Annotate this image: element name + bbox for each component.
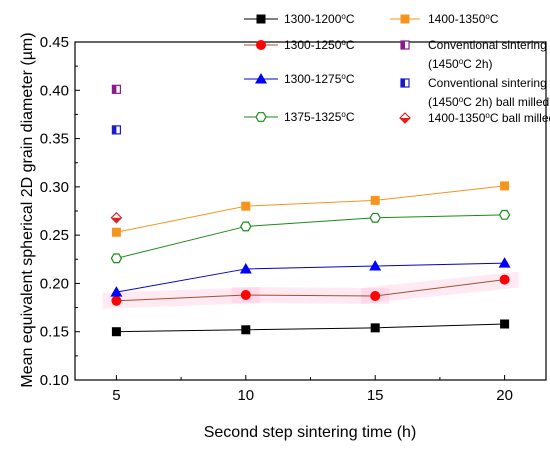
legend-label: 1300-1250oC (284, 38, 355, 53)
data-point (240, 221, 252, 232)
legend-swatch-marker (255, 73, 267, 84)
x-tick-label: 15 (367, 387, 384, 404)
series-line (116, 262, 505, 293)
legend-label: 1400-1350oC (428, 12, 499, 27)
y-axis-title: Mean equivalent spherical 2D grain diame… (19, 32, 36, 387)
data-point (110, 286, 123, 297)
axes: 0.10 0.15 0.20 0.25 0.30 0.35 0.40 0.45 5 10 15 20 (40, 34, 547, 404)
data-point (499, 274, 510, 285)
y-tick-label: 0.10 (40, 372, 69, 389)
data-point (498, 257, 511, 268)
x-tick-label: 10 (237, 387, 254, 404)
legend-swatch-marker (256, 40, 266, 50)
series-line (116, 214, 505, 259)
legend-label: (1450oC 2h) ball milled (428, 95, 549, 110)
single-data-point (111, 125, 122, 135)
data-point (370, 323, 380, 333)
series-layer (110, 181, 511, 337)
data-point (111, 295, 122, 306)
legend-label: 1400-1350oC ball milled (428, 111, 550, 126)
legend-swatch-marker (400, 78, 410, 88)
data-point (500, 319, 510, 329)
y-tick-label: 0.30 (40, 179, 69, 196)
data-point (110, 253, 123, 264)
x-tick-label: 5 (112, 387, 120, 404)
x-tick-label: 20 (496, 387, 513, 404)
data-point (239, 262, 252, 274)
data-point (370, 195, 380, 205)
single-data-point (111, 84, 122, 94)
y-tick-label: 0.35 (40, 131, 69, 148)
legend-label: 1300-1275oC (284, 72, 355, 87)
data-point (111, 327, 121, 337)
legend-label: Conventional sintering (428, 38, 547, 52)
data-point (240, 290, 251, 301)
legend-swatch-marker (399, 112, 411, 124)
single-data-point (110, 211, 123, 224)
legend-label: 1375-1325oC (284, 110, 355, 125)
legend-label: (1450oC 2h) (428, 57, 493, 72)
data-point (370, 290, 381, 301)
series-line (116, 323, 505, 333)
data-point (241, 201, 251, 211)
data-point (241, 325, 251, 335)
y-tick-label: 0.45 (40, 34, 69, 51)
data-point (500, 181, 510, 191)
legend-label: Conventional sintering (428, 76, 547, 90)
series-line (116, 185, 505, 233)
legend-swatch-marker (256, 14, 266, 24)
legend-label: 1300-1200oC (284, 12, 355, 27)
series-line (116, 279, 505, 302)
data-point (111, 227, 121, 237)
legend: 1300-1200oC 1300-1250oC 1300-1275oC 1375-13… (244, 12, 550, 126)
highlight-layer (102, 271, 519, 309)
y-tick-label: 0.15 (40, 324, 69, 341)
data-point (498, 209, 511, 220)
legend-swatch-marker (400, 14, 410, 24)
y-tick-label: 0.25 (40, 227, 69, 244)
y-tick-label: 0.40 (40, 82, 69, 99)
y-tick-label: 0.20 (40, 275, 69, 292)
legend-swatch-marker (255, 112, 267, 122)
data-point (369, 212, 381, 223)
legend-swatch-marker (400, 40, 410, 50)
x-axis-title: Second step sintering time (h) (204, 424, 417, 441)
data-point (369, 260, 382, 271)
single-points-layer (110, 84, 123, 224)
